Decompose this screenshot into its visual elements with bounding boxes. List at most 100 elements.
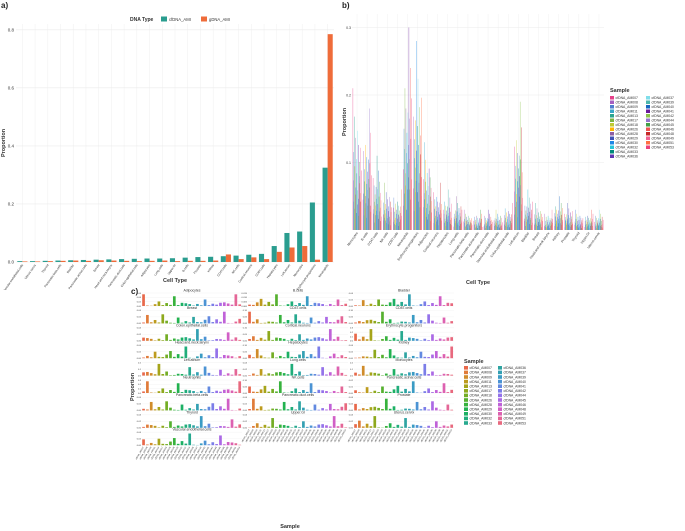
bar-c: [431, 320, 434, 324]
bar-c: [248, 409, 251, 411]
legend-label-c: cfDNA_AM018: [470, 394, 493, 398]
bar-c: [344, 340, 348, 341]
bar-c: [392, 369, 396, 376]
bar-c: [169, 441, 172, 446]
bar-c: [290, 391, 294, 393]
bar-c: [396, 339, 400, 341]
bar-c: [411, 338, 415, 341]
legend-swatch-c: [498, 393, 502, 398]
bar-c: [450, 389, 454, 393]
bar-c: [169, 322, 172, 324]
bar-c: [317, 346, 321, 359]
bar-c: [317, 389, 321, 393]
bar-c: [450, 321, 454, 324]
facet-title: Monocytes: [396, 358, 413, 362]
bar-a-gDNA_AMI: [314, 259, 321, 262]
xtick-label-a: Thyroid: [41, 263, 50, 274]
bar-c: [446, 404, 450, 411]
ytick-label-c: 0.000: [242, 306, 248, 308]
bar-c: [313, 302, 317, 306]
bar-a-cfDNA_AMI: [297, 231, 303, 262]
bar-c: [290, 356, 294, 359]
bar-c: [146, 371, 149, 376]
legend-label-c: cfDNA_AM037: [504, 371, 527, 375]
bar-c: [442, 425, 446, 428]
xtick-label-a: Neutrophils: [317, 263, 329, 278]
bar-a-gDNA_AMI: [276, 251, 282, 262]
bar-c: [255, 391, 259, 393]
bar-c: [169, 421, 172, 428]
ytick-label-c: 0.00: [349, 410, 354, 412]
bar-c: [176, 443, 180, 446]
bar-c: [196, 329, 199, 341]
bar-c: [434, 407, 438, 411]
bar-c: [381, 409, 384, 411]
legend-label-b: cfDNA_AM053: [652, 146, 675, 150]
panel-b-label: b): [342, 1, 350, 10]
bar-c: [404, 352, 407, 359]
ytick-label-b: 0.2: [346, 94, 351, 98]
bar-c: [282, 357, 286, 359]
xtick-label-c: cfDNA_AM029: [170, 446, 180, 461]
ytick-label-c: 0.02: [243, 421, 248, 423]
bar-c: [313, 337, 317, 341]
bar-c: [267, 321, 271, 324]
bar-c: [271, 304, 274, 306]
ytick-label-c: 0.00: [137, 306, 142, 308]
legend-swatch-b: [610, 109, 614, 113]
bar-c: [419, 304, 423, 306]
bar-c: [369, 372, 373, 376]
bar-c: [400, 426, 404, 428]
bar-c: [196, 426, 199, 428]
bar-c: [450, 303, 454, 306]
bar-c: [161, 305, 165, 306]
xtick-label-c: cfDNA_AM007: [241, 428, 251, 443]
xtick-label-c: cfDNA_AM011: [147, 446, 157, 461]
bar-c: [199, 322, 203, 324]
bar-c: [411, 355, 415, 359]
bar-c: [388, 319, 392, 324]
legend-label-c: cfDNA_AM040: [504, 380, 527, 384]
bar-c: [388, 302, 392, 306]
bar-c: [203, 392, 207, 393]
bar-a-cfDNA_AMI: [93, 259, 99, 262]
bar-c: [384, 357, 388, 359]
bar-c: [282, 338, 286, 341]
bar-c: [373, 349, 377, 359]
bar-c: [317, 374, 321, 376]
bar-a-cfDNA_AMI: [42, 260, 48, 262]
bar-c: [153, 319, 157, 324]
bar-c: [332, 374, 336, 376]
ytick-label-c: 0.04: [137, 432, 142, 434]
bar-c: [321, 338, 324, 341]
bar-c: [298, 427, 301, 428]
bar-c: [305, 426, 309, 428]
bar-a-cfDNA_AMI: [246, 254, 252, 262]
bar-c: [427, 305, 430, 306]
bar-c: [354, 333, 357, 341]
bar-c: [340, 386, 344, 393]
bar-c: [275, 391, 278, 393]
bar-c: [321, 322, 324, 324]
bar-c: [234, 337, 238, 341]
bar-a-gDNA_AMI: [175, 261, 181, 262]
bar-c: [438, 338, 442, 341]
bar-c: [328, 403, 332, 411]
bar-c: [172, 374, 176, 376]
legend-label-b: cfDNA_AM032: [616, 146, 639, 150]
xtick-label-c: cfDNA_AM049: [329, 428, 339, 443]
bar-c: [408, 426, 411, 428]
xtick-label-c: cfDNA_AM018: [370, 428, 380, 443]
bar-c: [146, 338, 149, 341]
bar-a-gDNA_AMI: [136, 261, 142, 262]
legend-label-c: cfDNA_AM049: [504, 412, 527, 416]
legend-swatch-b: [646, 114, 650, 118]
bar-c: [290, 301, 294, 306]
bar-c: [238, 408, 242, 411]
legend-label-c: cfDNA_AM007: [470, 366, 493, 370]
bar-c: [354, 390, 357, 393]
xtick-label-c: cfDNA_AM028: [272, 428, 282, 443]
bar-c: [275, 426, 278, 428]
bar-c: [381, 386, 384, 393]
bar-c: [267, 373, 271, 376]
